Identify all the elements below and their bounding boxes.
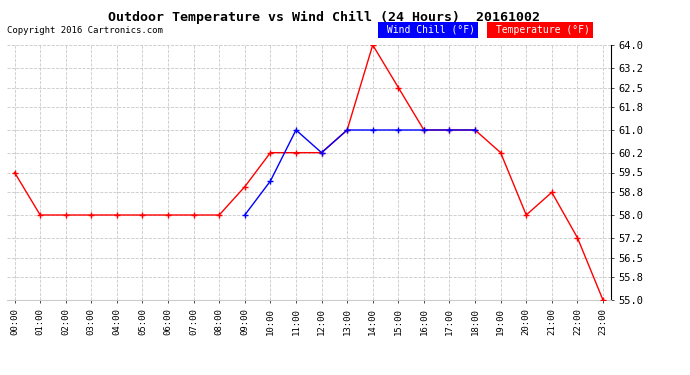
Text: Wind Chill (°F): Wind Chill (°F) xyxy=(381,25,475,35)
Text: Temperature (°F): Temperature (°F) xyxy=(490,25,590,35)
Text: Copyright 2016 Cartronics.com: Copyright 2016 Cartronics.com xyxy=(7,26,163,35)
Text: Outdoor Temperature vs Wind Chill (24 Hours)  20161002: Outdoor Temperature vs Wind Chill (24 Ho… xyxy=(108,11,540,24)
